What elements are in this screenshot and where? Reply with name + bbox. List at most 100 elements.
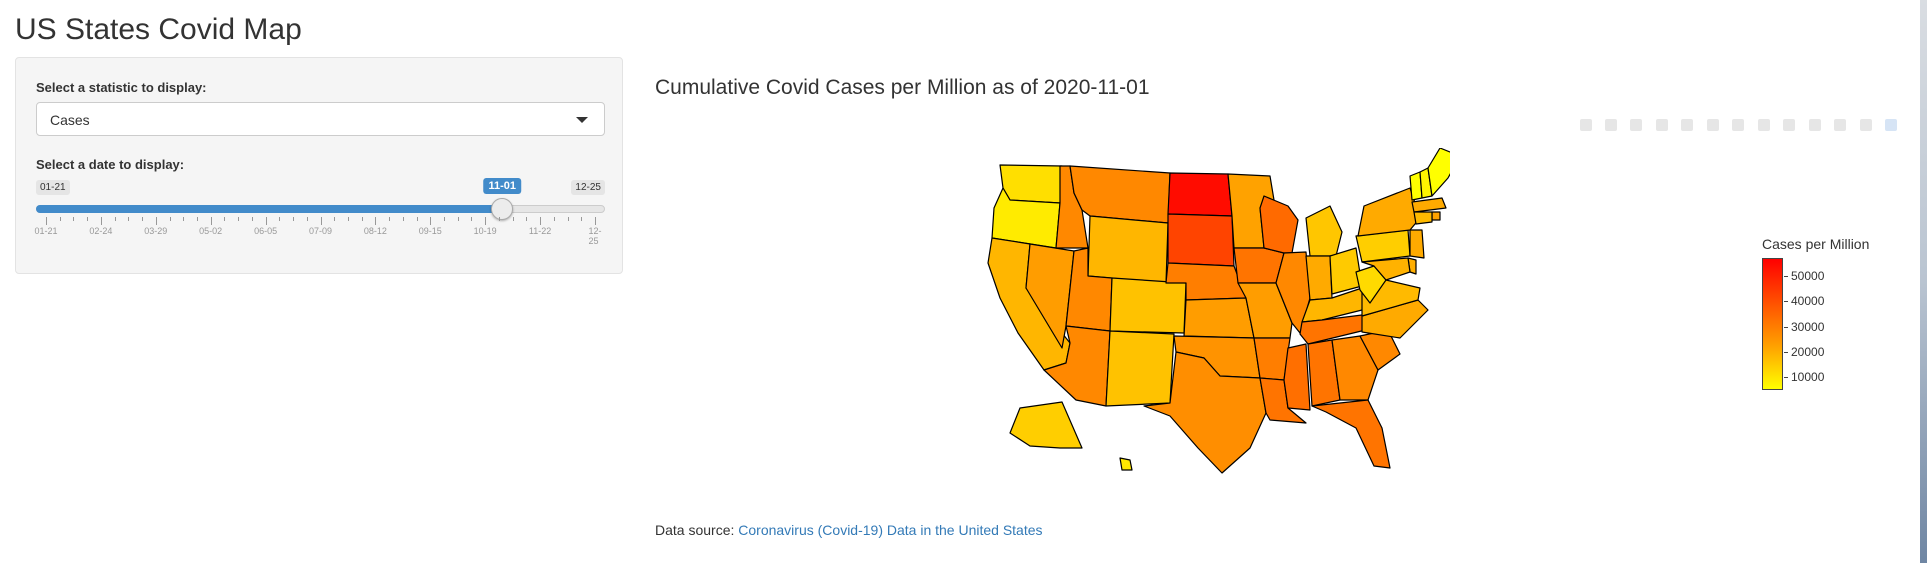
toggle-spike-icon[interactable] <box>1808 118 1821 131</box>
slider-tick <box>540 217 542 225</box>
us-map[interactable] <box>970 147 1461 483</box>
hover-closest-icon[interactable] <box>1834 118 1847 131</box>
hover-compare-icon[interactable] <box>1859 118 1872 131</box>
state-nj[interactable] <box>1409 229 1425 259</box>
slider-minor-tick <box>73 217 75 221</box>
slider-tick-label: 11-22 <box>528 226 552 236</box>
slider-minor-tick <box>512 217 514 221</box>
page-title: US States Covid Map <box>15 13 302 46</box>
state-hi[interactable] <box>1119 457 1133 471</box>
slider-handle[interactable] <box>491 198 514 220</box>
state-ak[interactable] <box>1009 401 1083 449</box>
slider-tick <box>320 217 322 225</box>
slider-minor-tick <box>59 217 61 221</box>
slider-minor-tick <box>567 217 569 221</box>
state-ia[interactable] <box>1233 247 1285 284</box>
state-sd[interactable] <box>1167 213 1235 267</box>
plotly-logo-icon[interactable] <box>1885 118 1897 131</box>
slider-minor-tick <box>498 217 500 221</box>
zoom-in-icon[interactable] <box>1706 118 1719 131</box>
date-slider[interactable]: 01-21 12-25 11-01 01-21 02-24 03-29 05-02 06… <box>34 178 605 246</box>
statistic-label: Select a statistic to display: <box>36 80 207 95</box>
slider-minor-tick <box>128 217 130 221</box>
colorbar-tick <box>1784 377 1788 379</box>
slider-minor-tick <box>416 217 418 221</box>
slider-minor-tick <box>142 217 144 221</box>
state-mi[interactable] <box>1305 205 1343 257</box>
slider-minor-tick <box>196 217 198 221</box>
slider-tick <box>595 217 596 225</box>
slider-tick-label: 09-15 <box>418 226 442 236</box>
state-wv[interactable] <box>1355 265 1387 304</box>
data-source-label: Data source: <box>655 522 735 538</box>
colorbar-tick-label: 50000 <box>1791 268 1825 283</box>
slider-tick <box>430 217 432 225</box>
state-co[interactable] <box>1109 277 1187 334</box>
zoom-icon[interactable] <box>1605 118 1618 131</box>
slider-minor-tick <box>114 217 116 221</box>
zoom-out-icon[interactable] <box>1732 118 1745 131</box>
colorbar: Cases per Million 50000 40000 30000 20000 10… <box>1760 234 1900 394</box>
data-source-link[interactable]: Coronavirus (Covid-19) Data in the Unite… <box>738 522 1043 538</box>
state-ct[interactable] <box>1413 211 1433 225</box>
slider-tick <box>485 217 487 225</box>
state-fl[interactable] <box>1311 399 1391 469</box>
slider-minor-tick <box>238 217 240 221</box>
plotly-modebar <box>1571 116 1897 132</box>
slider-fill <box>36 205 503 213</box>
autoscale-icon[interactable] <box>1757 118 1770 131</box>
state-ga[interactable] <box>1331 335 1379 401</box>
state-wa[interactable] <box>999 164 1063 204</box>
reset-axes-icon[interactable] <box>1783 118 1796 131</box>
colorbar-tick-label: 10000 <box>1791 370 1825 385</box>
state-nd[interactable] <box>1167 172 1233 217</box>
chart-title: Cumulative Covid Cases per Million as of… <box>655 76 1150 99</box>
slider-tick <box>155 217 157 225</box>
camera-icon[interactable] <box>1579 118 1592 131</box>
slider-min-label: 01-21 <box>36 180 70 195</box>
slider-tick <box>210 217 212 225</box>
sidebar-panel: Select a statistic to display: Cases Sel… <box>15 57 623 274</box>
state-mt[interactable] <box>1069 165 1171 224</box>
state-ks[interactable] <box>1183 297 1255 339</box>
state-nv[interactable] <box>1025 243 1075 349</box>
colorbar-tick-label: 20000 <box>1791 344 1825 359</box>
statistic-select[interactable]: Cases <box>36 102 605 136</box>
state-ny[interactable] <box>1357 187 1421 237</box>
state-tx[interactable] <box>1143 351 1267 474</box>
state-wi[interactable] <box>1259 195 1299 254</box>
slider-minor-tick <box>361 217 363 221</box>
state-me[interactable] <box>1427 147 1461 197</box>
box-select-icon[interactable] <box>1655 118 1668 131</box>
colorbar-tick-label: 30000 <box>1791 319 1825 334</box>
slider-minor-tick <box>347 217 349 221</box>
slider-tick <box>265 217 267 225</box>
slider-tick-label: 01-21 <box>34 226 58 236</box>
slider-tick-label: 12-25 <box>588 226 602 246</box>
state-ri[interactable] <box>1431 211 1441 221</box>
slider-tick <box>100 217 102 225</box>
pan-icon[interactable] <box>1630 118 1643 131</box>
state-md[interactable] <box>1361 257 1411 281</box>
slider-tick-label: 05-02 <box>199 226 223 236</box>
slider-minor-tick <box>553 217 555 221</box>
state-ms[interactable] <box>1283 343 1311 411</box>
state-wy[interactable] <box>1087 215 1169 284</box>
us-states-map[interactable] <box>970 147 1461 483</box>
lasso-select-icon[interactable] <box>1681 118 1694 131</box>
slider-minor-tick <box>306 217 308 221</box>
state-nm[interactable] <box>1105 330 1175 407</box>
slider-minor-tick <box>402 217 404 221</box>
slider-minor-tick <box>471 217 473 221</box>
slider-tick <box>375 217 377 225</box>
slider-minor-tick <box>224 217 226 221</box>
statistic-select-value: Cases <box>50 112 90 128</box>
slider-tick-label: 10-19 <box>473 226 497 236</box>
slider-minor-tick <box>87 217 89 221</box>
data-source-footer: Data source: Coronavirus (Covid-19) Data… <box>655 522 1043 538</box>
slider-minor-tick <box>581 217 583 221</box>
state-ma[interactable] <box>1411 197 1447 213</box>
slider-tick <box>46 217 47 225</box>
colorbar-tick <box>1784 326 1788 328</box>
state-in[interactable] <box>1305 255 1333 301</box>
